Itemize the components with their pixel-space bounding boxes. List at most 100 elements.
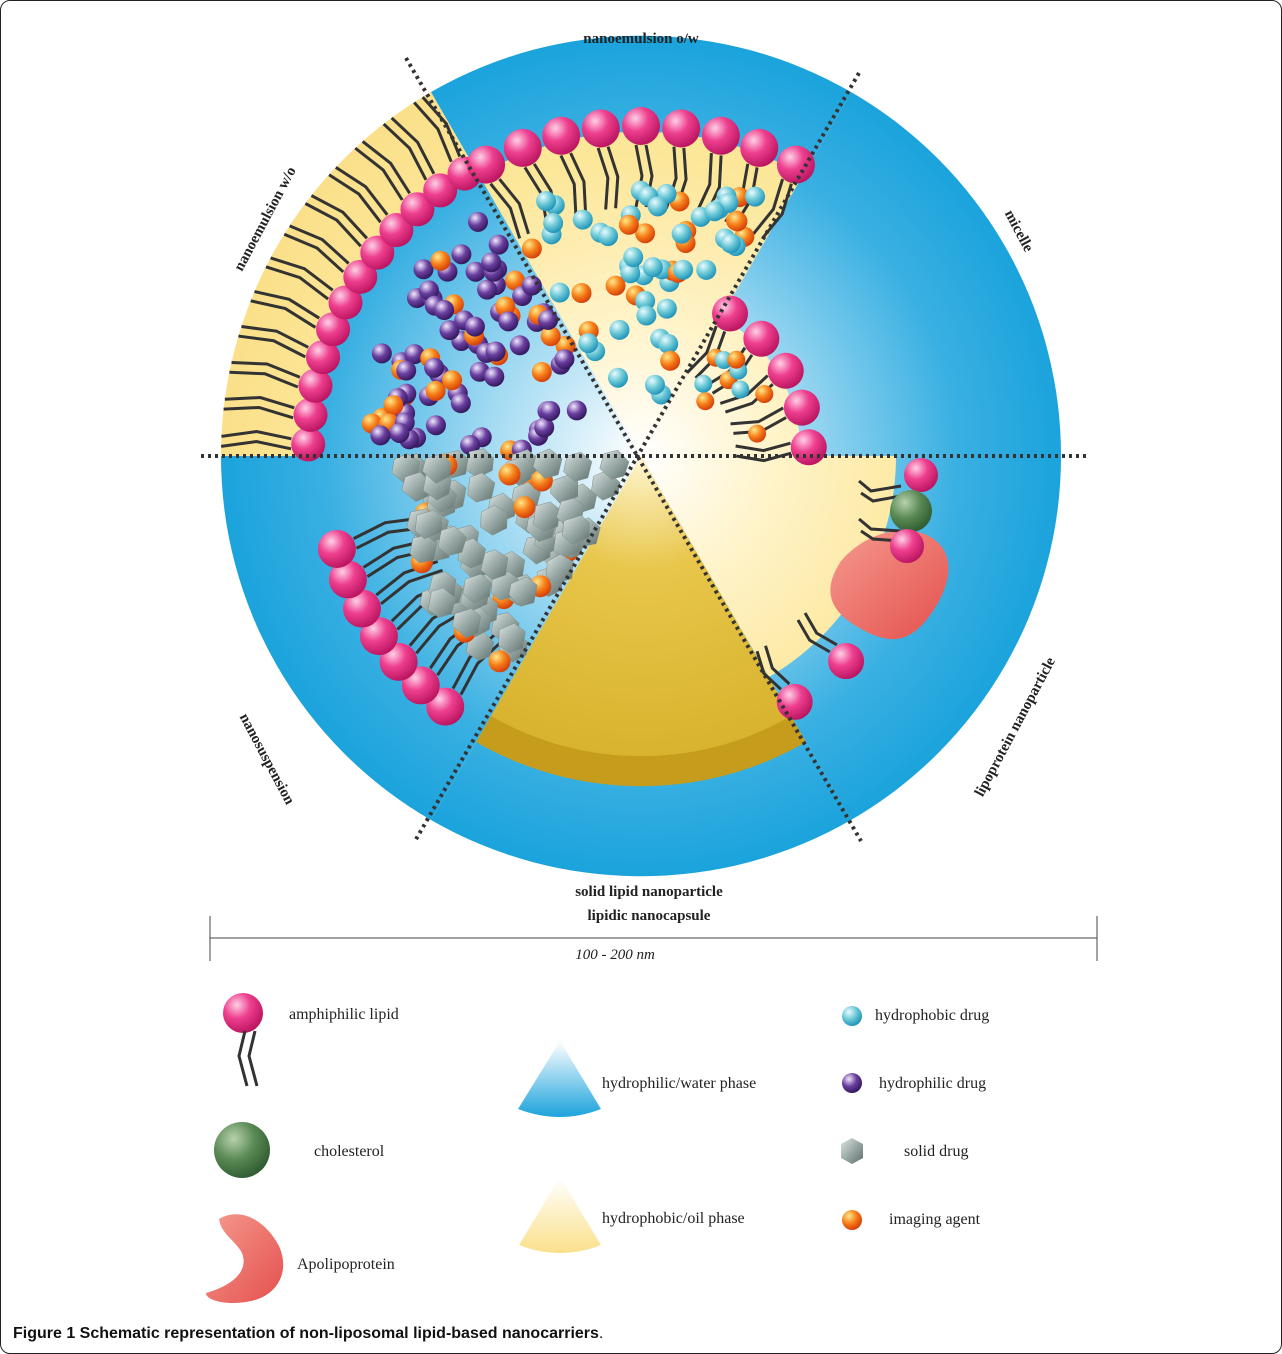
label-solid-lipid-nanoparticle: solid lipid nanoparticle: [575, 884, 723, 900]
lipid-molecule: [223, 396, 328, 432]
lipid-molecule: [328, 166, 414, 248]
lipid-molecule: [354, 140, 435, 227]
hydrophobic-drug: [549, 282, 570, 303]
segment-solid-lipid: [431, 456, 851, 877]
hydrophobic-drug: [636, 305, 657, 326]
lipid-molecule: [382, 116, 458, 208]
solid-drug: [415, 509, 443, 540]
hydrophilic-drug: [488, 234, 509, 255]
cholesterol-sphere: [890, 490, 932, 532]
solid-drug: [480, 549, 509, 580]
hydrophilic-drug: [389, 422, 410, 443]
hydrophilic-drug: [425, 415, 446, 436]
lipid-molecule: [304, 194, 395, 270]
lipid-molecule: [283, 224, 378, 294]
lipoprotein-components: [830, 458, 949, 640]
drug-particles: [361, 180, 774, 673]
legend-amphiphilic-lipid-icon: [223, 993, 263, 1087]
hydrophilic-drug: [404, 344, 425, 365]
lipid-molecule: [342, 560, 443, 628]
imaging-agent: [605, 275, 626, 296]
hydrophobic-drug: [720, 233, 741, 254]
diagram: nanoemulsion o/w nanoemulsion w/o micell…: [201, 31, 1098, 1304]
solid-drug: [422, 453, 452, 484]
scale-bar: [209, 916, 1098, 961]
hydrophilic-drug: [465, 261, 486, 282]
hydrophobic-drug: [673, 259, 694, 280]
hydrophilic-drug: [484, 366, 505, 387]
legend-hydrophobic-drug-icon: [842, 1006, 862, 1026]
lipid-molecule: [220, 427, 326, 462]
hydrophilic-drug: [396, 360, 417, 381]
hydrophobic-drug: [572, 209, 593, 230]
imaging-agent: [442, 370, 463, 391]
legend: amphiphilic lipid cholesterol Apolipopro…: [206, 993, 989, 1304]
imaging-agent: [696, 392, 715, 411]
segment-lipoprotein: [641, 456, 1062, 820]
hydrophobic-drug: [696, 259, 717, 280]
lipoprotein-head-bottom: [890, 529, 924, 563]
hydrophobic-drug: [543, 213, 564, 234]
hydrophilic-drug: [439, 320, 460, 341]
hydrophobic-drug: [598, 226, 619, 247]
legend-solid-drug-icon: [841, 1138, 863, 1164]
legend-water-phase-icon: [518, 1041, 601, 1117]
hydrophilic-drug: [450, 393, 471, 414]
lipid-molecule: [467, 145, 530, 239]
hydrophilic-drug: [413, 259, 434, 280]
hydrophilic-drug: [460, 435, 481, 456]
hydrophilic-drug: [468, 211, 489, 232]
figure-caption: Figure 1 Schematic representation of non…: [13, 1325, 603, 1343]
lipid-molecule: [662, 109, 701, 210]
hydrophobic-drug: [536, 191, 557, 212]
legend-apolipoprotein-icon: [206, 1214, 284, 1304]
legend-hydrophobic-drug: hydrophobic drug: [875, 1007, 989, 1024]
hydrophilic-drug: [566, 400, 587, 421]
legend-apolipoprotein: Apolipoprotein: [297, 1256, 395, 1273]
hydrophilic-drug: [498, 311, 519, 332]
legend-oil-phase: hydrophobic/oil phase: [602, 1210, 745, 1227]
lipid-molecule: [229, 360, 333, 403]
hydrophobic-drug: [656, 298, 677, 319]
lipid-molecule: [250, 290, 351, 347]
hydrophilic-drug: [424, 357, 445, 378]
hydrophobic-drug: [745, 186, 766, 207]
hydrophobic-drug: [607, 367, 628, 388]
legend-cholesterol: cholesterol: [314, 1143, 385, 1160]
lipoprotein-head-top: [904, 458, 938, 492]
lipid-layers: [220, 96, 865, 726]
solid-drug: [562, 515, 590, 545]
hydrophobic-drug: [647, 196, 668, 217]
lipid-molecule: [796, 612, 865, 680]
hydrophilic-drug: [481, 252, 502, 273]
imaging-agent: [513, 496, 536, 519]
lipid-molecule: [755, 645, 813, 720]
caption-title: Figure 1 Schematic representation of non…: [13, 1325, 599, 1342]
lipid-molecule: [265, 256, 363, 320]
hydrophilic-drug: [540, 400, 561, 421]
hydrophilic-drug: [485, 341, 506, 362]
solid-drug: [451, 608, 481, 639]
imaging-agent: [531, 361, 552, 382]
hydrophilic-drug: [477, 279, 498, 300]
hydrophilic-drug: [521, 275, 542, 296]
imaging-agent: [521, 238, 542, 259]
solid-drug: [533, 501, 560, 532]
lipid-molecule: [542, 116, 588, 216]
imaging-agent: [495, 296, 516, 317]
label-lipidic-nanocapsule: lipidic nanocapsule: [588, 908, 711, 924]
hydrophobic-drug: [578, 333, 599, 354]
imaging-agent: [727, 350, 746, 369]
imaging-agent: [635, 223, 656, 244]
imaging-agent: [540, 326, 561, 347]
solid-drug: [462, 573, 492, 604]
hydrophobic-drug: [609, 319, 630, 340]
solid-drug: [480, 505, 508, 536]
hydrophobic-drug: [704, 201, 725, 222]
hydrophilic-drug: [370, 425, 391, 446]
hydrophilic-drug: [371, 343, 392, 364]
legend-solid-drug: solid drug: [904, 1143, 968, 1160]
legend-imaging-agent-icon: [842, 1210, 862, 1230]
legend-water-phase: hydrophilic/water phase: [602, 1075, 756, 1092]
